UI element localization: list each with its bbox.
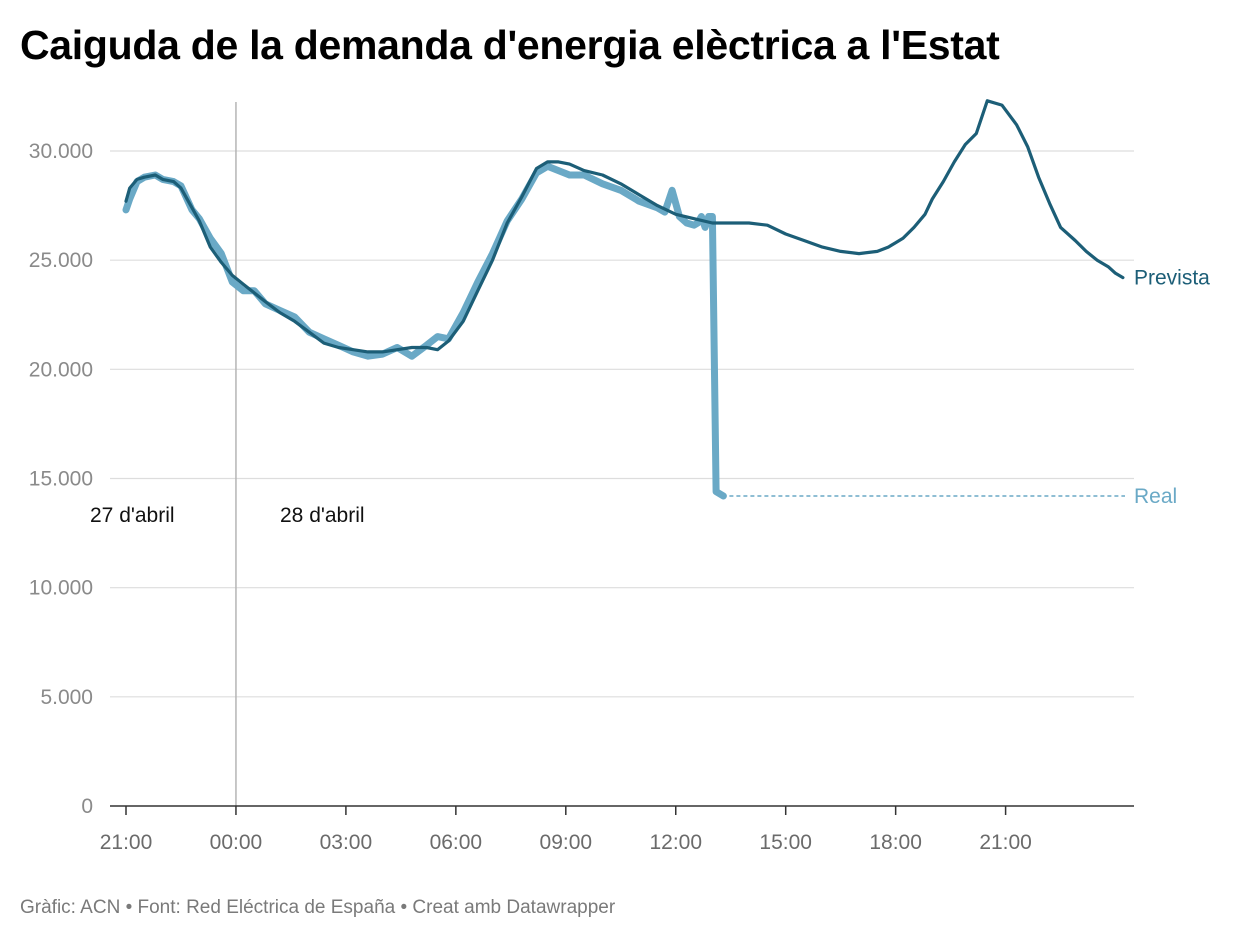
y-tick-label: 25.000: [29, 249, 93, 272]
x-tick-label: 03:00: [320, 831, 373, 854]
x-tick-label: 21:00: [979, 831, 1032, 854]
series-line-prevista: [124, 99, 1125, 354]
x-axis-ticks: 21:00 00:00 03:00 06:00 09:00 12:00 15:00 18:00…: [100, 806, 1032, 854]
series-label-real: Real: [1134, 485, 1177, 508]
y-tick-label: 15.000: [29, 468, 93, 491]
y-tick-label: 10.000: [29, 577, 93, 600]
x-tick-label: 18:00: [869, 831, 922, 854]
date-annotation: 28 d'abril: [280, 504, 365, 527]
date-annotation: 27 d'abril: [90, 504, 175, 527]
y-axis-tick-labels: 0 5.000 10.000 15.000 20.000 25.000 30.000: [29, 140, 93, 818]
x-tick-label: 06:00: [430, 831, 483, 854]
chart-title: Caiguda de la demanda d'energia elèctric…: [20, 22, 1000, 68]
date-annotations: 27 d'abril 28 d'abril: [90, 504, 365, 527]
line-chart: 0 5.000 10.000 15.000 20.000 25.000 30.000 21:…: [29, 99, 1210, 854]
x-tick-label: 00:00: [210, 831, 263, 854]
y-tick-label: 20.000: [29, 358, 93, 381]
series-label-prevista: Prevista: [1134, 267, 1210, 290]
y-tick-label: 0: [81, 795, 93, 818]
gridlines: [110, 150, 1134, 698]
x-tick-label: 21:00: [100, 831, 153, 854]
y-tick-label: 5.000: [40, 686, 93, 709]
x-tick-label: 15:00: [759, 831, 812, 854]
x-tick-label: 09:00: [540, 831, 593, 854]
x-tick-label: 12:00: [649, 831, 702, 854]
series-line-real: [122, 162, 727, 500]
y-tick-label: 30.000: [29, 140, 93, 163]
source-footer: Gràfic: ACN • Font: Red Eléctrica de Esp…: [20, 897, 616, 918]
